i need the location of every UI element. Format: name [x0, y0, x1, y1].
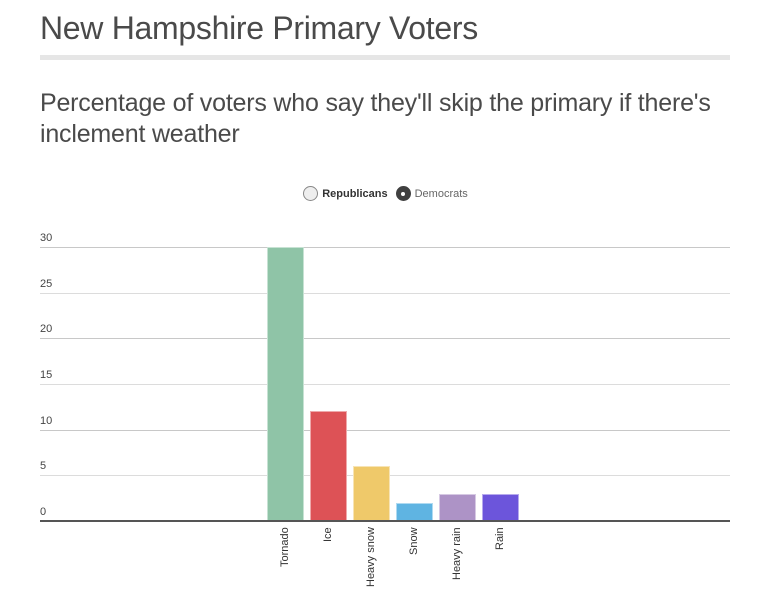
- y-tick-label: 30: [40, 232, 53, 244]
- bar-heavy-rain[interactable]: [439, 493, 476, 521]
- radio-unselected-icon[interactable]: [303, 186, 319, 201]
- x-tick-label: Tornado: [279, 527, 291, 567]
- x-tick-label: Heavy rain: [451, 527, 463, 580]
- y-tick-label: 25: [40, 278, 53, 290]
- legend-item-democrats[interactable]: Democrats: [395, 186, 468, 201]
- y-tick-label: 20: [40, 323, 53, 335]
- radio-selected-icon[interactable]: [395, 186, 411, 201]
- gridline: [40, 293, 730, 294]
- title-separator: [40, 55, 730, 60]
- bar-ice[interactable]: [310, 411, 347, 521]
- gridline: [40, 384, 730, 385]
- gridline: [40, 338, 730, 339]
- x-axis-baseline: [40, 520, 730, 522]
- y-tick-label: 15: [40, 369, 53, 381]
- x-tick-label: Snow: [408, 527, 420, 555]
- bar-heavy-snow[interactable]: [353, 466, 390, 521]
- legend-label: Republicans: [322, 187, 388, 200]
- legend-label: Democrats: [414, 187, 468, 200]
- bar-rain[interactable]: [482, 493, 519, 521]
- y-tick-label: 0: [40, 506, 47, 518]
- x-tick-label: Ice: [322, 527, 334, 542]
- y-tick-label: 10: [40, 415, 53, 427]
- chart-title: New Hampshire Primary Voters: [40, 10, 478, 46]
- legend: Republicans Democrats: [0, 186, 771, 201]
- y-tick-label: 5: [40, 460, 47, 472]
- x-tick-label: Heavy snow: [365, 527, 377, 587]
- gridline: [40, 430, 730, 431]
- chart-subtitle: Percentage of voters who say they'll ski…: [40, 89, 711, 148]
- bar-tornado[interactable]: [267, 247, 304, 521]
- x-tick-label: Rain: [494, 527, 506, 550]
- bar-snow[interactable]: [396, 502, 433, 521]
- legend-item-republicans[interactable]: Republicans: [303, 186, 388, 201]
- gridline: [40, 247, 730, 248]
